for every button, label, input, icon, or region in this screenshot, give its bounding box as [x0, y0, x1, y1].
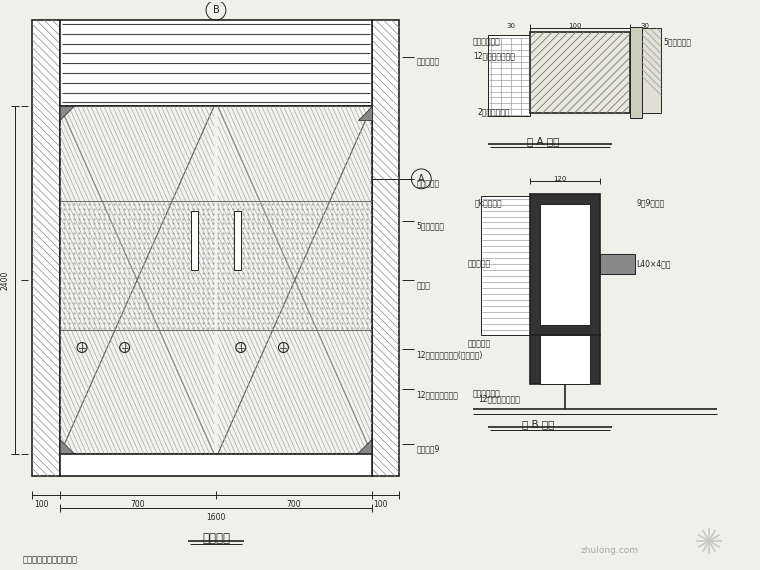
Bar: [192, 210, 198, 270]
Text: 100: 100: [374, 500, 388, 509]
Bar: [372, 20, 400, 477]
Bar: [60, 20, 372, 107]
Text: 砂浆挂幕帘: 砂浆挂幕帘: [416, 58, 439, 67]
Bar: [488, 35, 530, 116]
Text: 高不锈拉手: 高不锈拉手: [416, 180, 439, 189]
Bar: [641, 28, 661, 113]
Text: 砂浆接贵幕: 砂浆接贵幕: [468, 260, 491, 268]
Polygon shape: [358, 440, 372, 454]
Text: 不锈底底9: 不锈底底9: [416, 445, 440, 454]
Text: 面k白色乳涂: 面k白色乳涂: [475, 199, 502, 207]
Text: L40×4角线: L40×4角线: [637, 259, 671, 268]
Polygon shape: [358, 107, 372, 120]
Text: 1600: 1600: [206, 513, 226, 522]
Text: 12厚弹化玻璃定底: 12厚弹化玻璃定底: [478, 394, 520, 403]
Text: 12厚弹化玻璃平度: 12厚弹化玻璃平度: [416, 390, 458, 399]
Bar: [234, 210, 241, 270]
Bar: [530, 335, 600, 384]
Text: 30: 30: [506, 23, 515, 29]
Text: 700: 700: [286, 500, 300, 509]
Bar: [530, 32, 629, 113]
Text: 砂浆接贵幕: 砂浆接贵幕: [468, 340, 491, 349]
Text: 2400: 2400: [1, 270, 10, 290]
Text: 12厚客化玻璃平开(底底底砂): 12厚客化玻璃平开(底底底砂): [416, 351, 483, 360]
Bar: [629, 27, 641, 119]
Text: 100: 100: [34, 500, 49, 509]
Text: 2公分砂浆幕面: 2公分砂浆幕面: [478, 107, 511, 116]
Text: 5厘底镀玻璃: 5厘底镀玻璃: [416, 222, 445, 230]
Bar: [60, 107, 372, 454]
Text: B: B: [213, 5, 220, 15]
Bar: [530, 194, 600, 335]
Text: Ⓐ A 大样: Ⓐ A 大样: [527, 136, 560, 146]
Bar: [600, 254, 635, 274]
Polygon shape: [60, 107, 74, 120]
Text: Ⓐ B 大样: Ⓐ B 大样: [522, 419, 555, 429]
Text: 120: 120: [553, 176, 567, 182]
Text: A: A: [418, 174, 425, 184]
Polygon shape: [60, 440, 74, 454]
Bar: [60, 454, 372, 477]
Text: 高印贴: 高印贴: [416, 281, 430, 290]
Text: 5底底涂玻璃: 5底底涂玻璃: [663, 37, 692, 46]
Bar: [540, 335, 590, 384]
Text: 9厘9断基日: 9厘9断基日: [637, 199, 665, 207]
Bar: [540, 203, 590, 325]
Bar: [481, 196, 530, 335]
Text: zhulong.com: zhulong.com: [581, 546, 639, 555]
Text: 12厚弹化玻璃取底: 12厚弹化玻璃取底: [473, 51, 515, 60]
Text: 30: 30: [640, 23, 649, 29]
Text: 砂面不锈镜面: 砂面不锈镜面: [473, 37, 501, 46]
Text: 砂面不锈镜面: 砂面不锈镜面: [473, 389, 501, 398]
Text: 100: 100: [568, 23, 582, 29]
Text: 注：所有做法均改此做法: 注：所有做法均改此做法: [23, 556, 78, 565]
Bar: [33, 20, 60, 477]
Text: 门立面图: 门立面图: [202, 532, 230, 545]
Text: 700: 700: [130, 500, 144, 509]
